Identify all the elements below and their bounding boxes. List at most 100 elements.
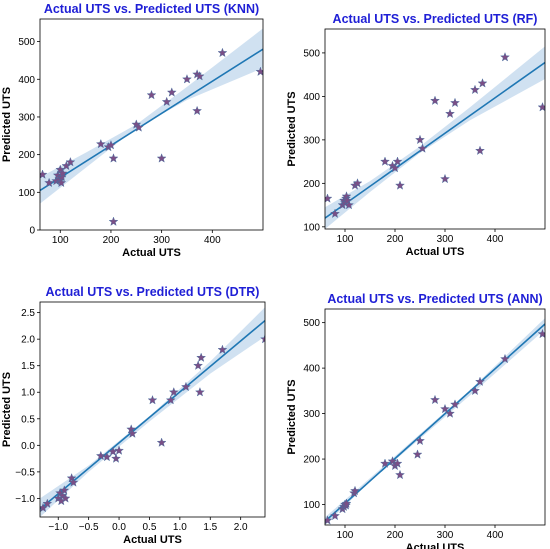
x-axis-label: Actual UTS [406,542,465,549]
y-tick-label: 400 [303,92,320,103]
data-point [146,89,157,100]
data-point [95,138,106,149]
data-point [470,84,480,95]
data-point [196,352,207,362]
plot-frame [39,301,266,518]
data-point [392,156,403,166]
data-point [415,134,425,145]
data-point [217,344,228,354]
data-point [344,199,354,210]
confidence-band [40,28,263,204]
data-point [168,387,179,397]
y-tick-label: 200 [303,179,320,190]
y-tick-label: 500 [303,318,320,329]
x-axis-label: Actual UTS [406,246,465,258]
x-tick-label: 2.0 [234,522,248,533]
x-tick-label: 0.5 [143,522,157,533]
data-point [161,96,172,107]
data-point [56,177,67,188]
x-tick-label: 300 [153,235,170,246]
data-point [59,485,70,495]
data-point [111,453,121,463]
data-point [42,498,53,508]
data-point [114,445,124,455]
y-axis-label: Predicted UTS [286,91,298,166]
x-axis-label: Actual UTS [122,247,181,259]
regression-line [325,323,545,522]
x-tick-label: 200 [387,530,404,541]
plot-area [40,28,263,226]
y-tick-label: 1.0 [21,388,35,399]
data-point [475,145,485,155]
chart-panel-3: −1.0 −0.5 0.0 0.5 1.0 1.5 2.0 −1.0 −0.5 0.0 0.5 1.0… [1,285,266,546]
x-tick-label: 300 [437,234,454,245]
data-point [440,403,450,414]
data-point [60,493,71,503]
y-tick-label: 100 [303,500,320,511]
data-point [430,394,440,405]
x-tick-label: 400 [487,234,504,245]
data-point [147,395,158,405]
x-tick-label: −0.5 [79,522,99,533]
y-tick-label: 100 [303,222,320,233]
data-point [330,208,340,218]
data-point [500,52,510,62]
y-axis-label: Predicted UTS [1,87,13,162]
plot-area [325,46,545,229]
data-point [350,485,360,496]
y-tick-label: −0.5 [15,467,35,478]
x-tick-label: 0.0 [112,522,126,533]
y-axis-label: Predicted UTS [1,372,13,447]
data-point [66,473,77,483]
y-tick-label: 0 [29,226,35,237]
x-tick-label: 300 [437,530,454,541]
y-tick-label: 500 [18,37,35,48]
data-point [390,162,400,173]
data-point [395,180,405,190]
chart-panel-2: 100 200 300 400 100 200 300 400 500 Actual UTS vs… [286,12,546,258]
data-point [537,102,545,112]
data-point [55,164,66,174]
regression-line [40,48,263,192]
data-point [500,353,510,364]
y-tick-label: 200 [303,455,320,466]
y-tick-label: 1.5 [21,361,35,372]
data-point [156,153,167,163]
x-tick-label: 400 [204,235,221,246]
x-tick-label: −1.0 [48,522,68,533]
data-point [380,156,390,166]
data-point [325,193,333,203]
data-point [127,428,138,438]
data-point [395,469,405,480]
data-point [341,498,352,508]
data-point [194,71,205,81]
data-point [108,216,119,226]
y-axis-label: Predicted UTS [286,379,298,454]
data-point [537,328,545,339]
data-point [475,376,485,386]
data-point [192,105,203,116]
confidence-band [325,318,545,525]
data-point [260,333,265,344]
confidence-band [40,307,265,517]
data-point [412,449,423,459]
y-tick-label: −1.0 [15,494,35,505]
y-tick-label: 0.0 [21,441,35,452]
y-tick-label: 100 [18,188,35,199]
x-tick-label: 1.0 [173,522,187,533]
y-tick-label: 400 [18,75,35,86]
chart-panel-4: 100 200 300 400 100 200 300 400 500 Actual UTS vs… [286,292,546,549]
data-point [440,173,450,184]
data-point [325,515,333,525]
data-point [65,157,76,167]
data-point [106,140,116,150]
y-tick-label: 2.0 [21,335,35,346]
data-point [417,143,428,153]
data-point [380,458,390,468]
data-point [342,195,353,205]
data-point [44,177,55,188]
data-point [450,399,460,409]
data-point [477,78,488,88]
y-tick-label: 400 [303,364,320,375]
